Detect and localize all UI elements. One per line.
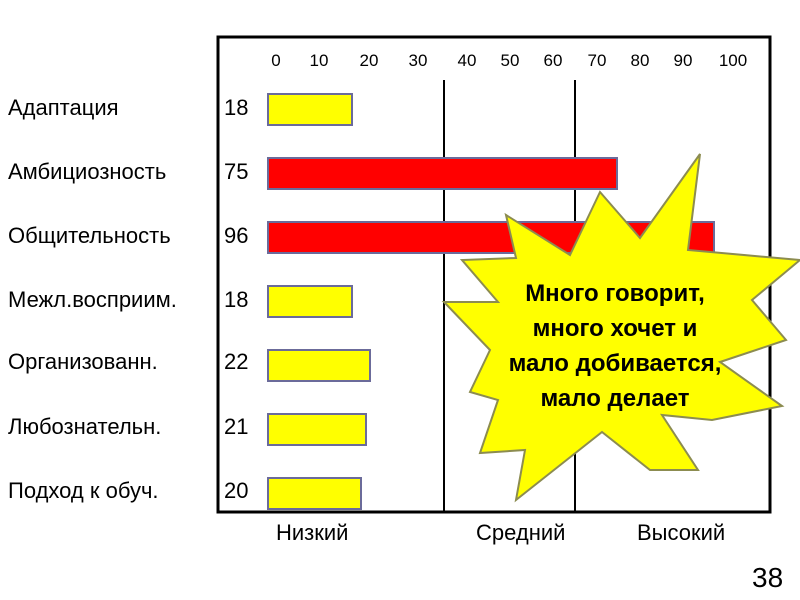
bar-value-label: 21 bbox=[224, 414, 249, 439]
category-label: Любознательн. bbox=[8, 414, 162, 439]
bar-value-label: 96 bbox=[224, 223, 249, 248]
callout-line: много хочет и bbox=[532, 315, 698, 342]
x-tick-label: 70 bbox=[587, 51, 607, 70]
x-tick-label: 0 bbox=[271, 51, 281, 70]
x-tick-label: 100 bbox=[718, 51, 748, 70]
category-label: Организованн. bbox=[8, 349, 158, 374]
category-label: Подход к обуч. bbox=[8, 478, 159, 503]
x-tick-label: 30 bbox=[408, 51, 428, 70]
x-tick-label: 90 bbox=[673, 51, 693, 70]
category-label: Амбициозность bbox=[8, 159, 167, 184]
x-tick-label: 20 bbox=[359, 51, 379, 70]
bar-7 bbox=[267, 477, 362, 510]
bar-value-label: 18 bbox=[224, 95, 249, 120]
category-label: Межл.восприим. bbox=[8, 287, 177, 312]
x-tick-label: 10 bbox=[309, 51, 329, 70]
bar-4 bbox=[267, 285, 353, 318]
level-label-low: Низкий bbox=[276, 520, 349, 545]
bar-1 bbox=[267, 93, 353, 126]
category-label: Адаптация bbox=[8, 95, 119, 120]
x-tick-label: 60 bbox=[543, 51, 563, 70]
bar-5 bbox=[267, 349, 371, 382]
starburst-shape bbox=[441, 153, 800, 503]
x-tick-label: 40 bbox=[457, 51, 477, 70]
callout-line: мало добивается, bbox=[508, 350, 722, 377]
bar-value-label: 22 bbox=[224, 349, 249, 374]
bar-6 bbox=[267, 413, 367, 446]
bars-group bbox=[267, 93, 715, 510]
callout-line: мало делает bbox=[540, 385, 690, 412]
level-label-high: Высокий bbox=[637, 520, 726, 545]
level-label-medium: Средний bbox=[476, 520, 566, 545]
x-tick-label: 80 bbox=[630, 51, 650, 70]
bar-value-label: 20 bbox=[224, 478, 249, 503]
callout-text: Много говорит, много хочет и мало добива… bbox=[470, 276, 760, 416]
bar-value-label: 18 bbox=[224, 287, 249, 312]
slide-number: 38 bbox=[752, 562, 784, 593]
x-tick-label: 50 bbox=[500, 51, 520, 70]
bar-value-label: 75 bbox=[224, 159, 249, 184]
callout-line: Много говорит, bbox=[525, 280, 705, 307]
category-label: Общительность bbox=[8, 223, 171, 248]
bar-2 bbox=[267, 157, 618, 190]
